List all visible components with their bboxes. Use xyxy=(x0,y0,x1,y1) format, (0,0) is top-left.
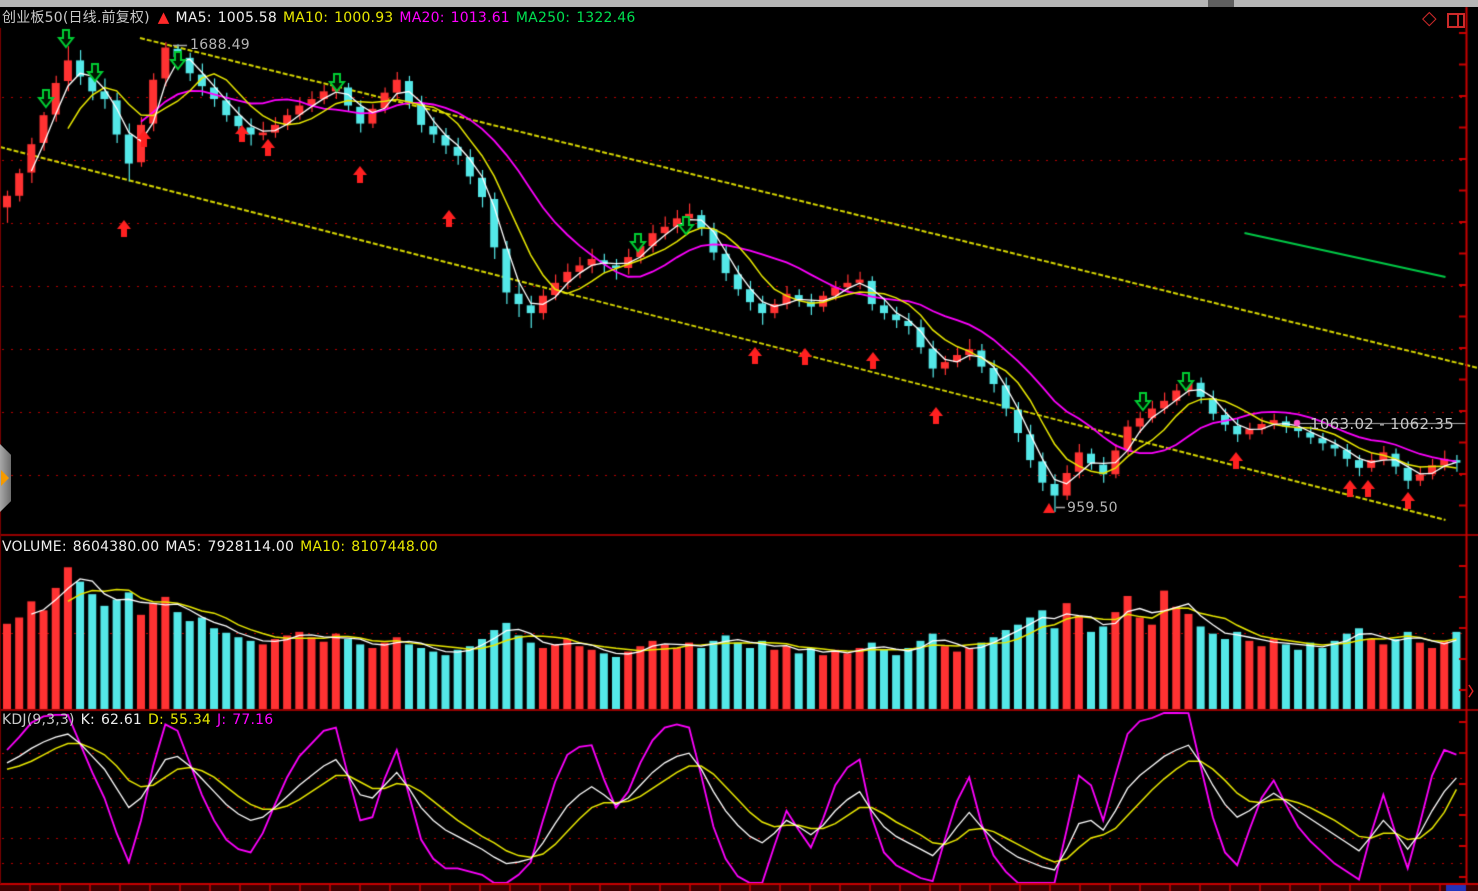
volume-label: VOLUME: xyxy=(2,539,67,555)
ma20-value: 1013.61 xyxy=(450,10,510,26)
ma10-label: MA10: xyxy=(282,10,329,26)
split-window-divider xyxy=(1457,15,1459,26)
kdj-j-label: J: xyxy=(217,712,227,728)
volume-pane-legend: VOLUME: 8604380.00 MA5: 7928114.00 MA10: 8107… xyxy=(2,539,444,555)
top-window-strip xyxy=(0,0,1478,7)
main-chart-legend: 创业板50(日线.前复权) ▲ MA5: 1005.58 MA10: 1000.93 MA2… xyxy=(2,7,642,27)
instrument-title: 创业板50(日线.前复权) xyxy=(2,10,150,26)
split-window-icon[interactable] xyxy=(1447,13,1465,28)
top-strip-notch xyxy=(1208,0,1234,7)
volume-ma5-value: 7928114.00 xyxy=(207,539,295,555)
ma250-value: 1322.46 xyxy=(576,10,636,26)
volume-value: 8604380.00 xyxy=(72,539,160,555)
expand-right-icon xyxy=(1,470,9,486)
kdj-k-label: K: xyxy=(80,712,95,728)
marked-low-price-label: 959.50 xyxy=(1067,500,1118,516)
pane-expand-chevron-icon[interactable]: 〉 xyxy=(1468,681,1478,700)
kdj-k-value: 62.61 xyxy=(100,712,143,728)
marked-high-price-label: 1688.49 xyxy=(190,37,250,53)
kdj-pane-legend: KDJ(9,3,3) K: 62.61 D: 55.34 J: 77.16 xyxy=(2,712,279,728)
ma5-label: MA5: xyxy=(175,10,212,26)
volume-ma5-label: MA5: xyxy=(165,539,202,555)
volume-ma10-label: MA10: xyxy=(300,539,346,555)
last-price-range-label: 1063.02 - 1062.35 xyxy=(1310,415,1455,433)
ma250-label: MA250: xyxy=(515,10,571,26)
ma5-value: 1005.58 xyxy=(217,10,277,26)
kdj-title: KDJ(9,3,3) xyxy=(2,712,75,728)
volume-ma10-value: 8107448.00 xyxy=(351,539,438,555)
kdj-j-value: 77.16 xyxy=(232,712,274,728)
kdj-d-label: D: xyxy=(148,712,164,728)
kdj-d-value: 55.34 xyxy=(169,712,212,728)
diamond-icon[interactable]: ◇ xyxy=(1422,7,1437,29)
signal-up-arrow-icon: ▲ xyxy=(157,8,170,26)
ma20-label: MA20: xyxy=(399,10,445,26)
ma10-value: 1000.93 xyxy=(334,10,394,26)
panel-collapse-handle[interactable] xyxy=(0,444,11,512)
